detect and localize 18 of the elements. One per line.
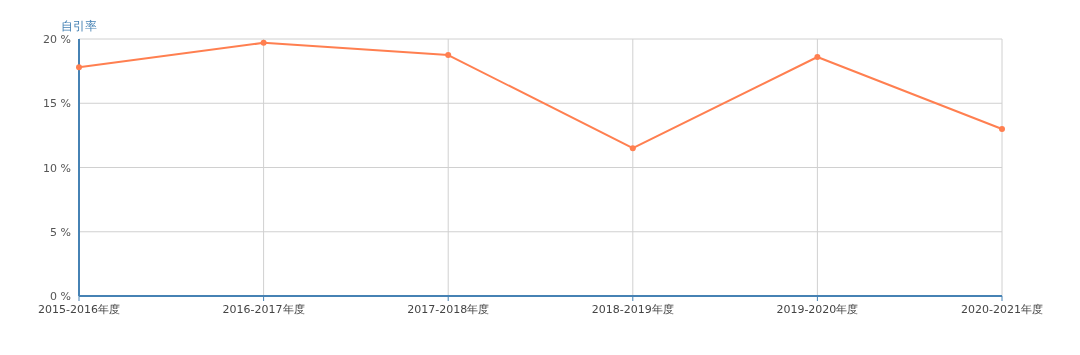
- y-tick-label: 20 %: [43, 33, 71, 46]
- x-tick-label: 2018-2019年度: [591, 303, 674, 316]
- y-axis-title: 自引率: [61, 19, 97, 33]
- point: [629, 145, 636, 152]
- point: [814, 53, 821, 60]
- x-tick-label: 2015-2016年度: [38, 303, 120, 316]
- y-tick-label: 5 %: [50, 225, 71, 239]
- point: [445, 52, 452, 59]
- point: [260, 39, 267, 46]
- x-tick-label: 2020-2021年度: [961, 303, 1043, 316]
- point: [999, 125, 1005, 132]
- x-tick-label: 2016-2017年度: [222, 303, 305, 316]
- y-tick-label: 0 %: [50, 290, 71, 303]
- point: [76, 64, 82, 71]
- x-tick-label: 2019-2020年度: [776, 303, 859, 316]
- y-tick-label: 10 %: [43, 161, 71, 175]
- x-tick-label: 2017-2018年度: [407, 303, 490, 316]
- y-tick-label: 15 %: [43, 97, 71, 111]
